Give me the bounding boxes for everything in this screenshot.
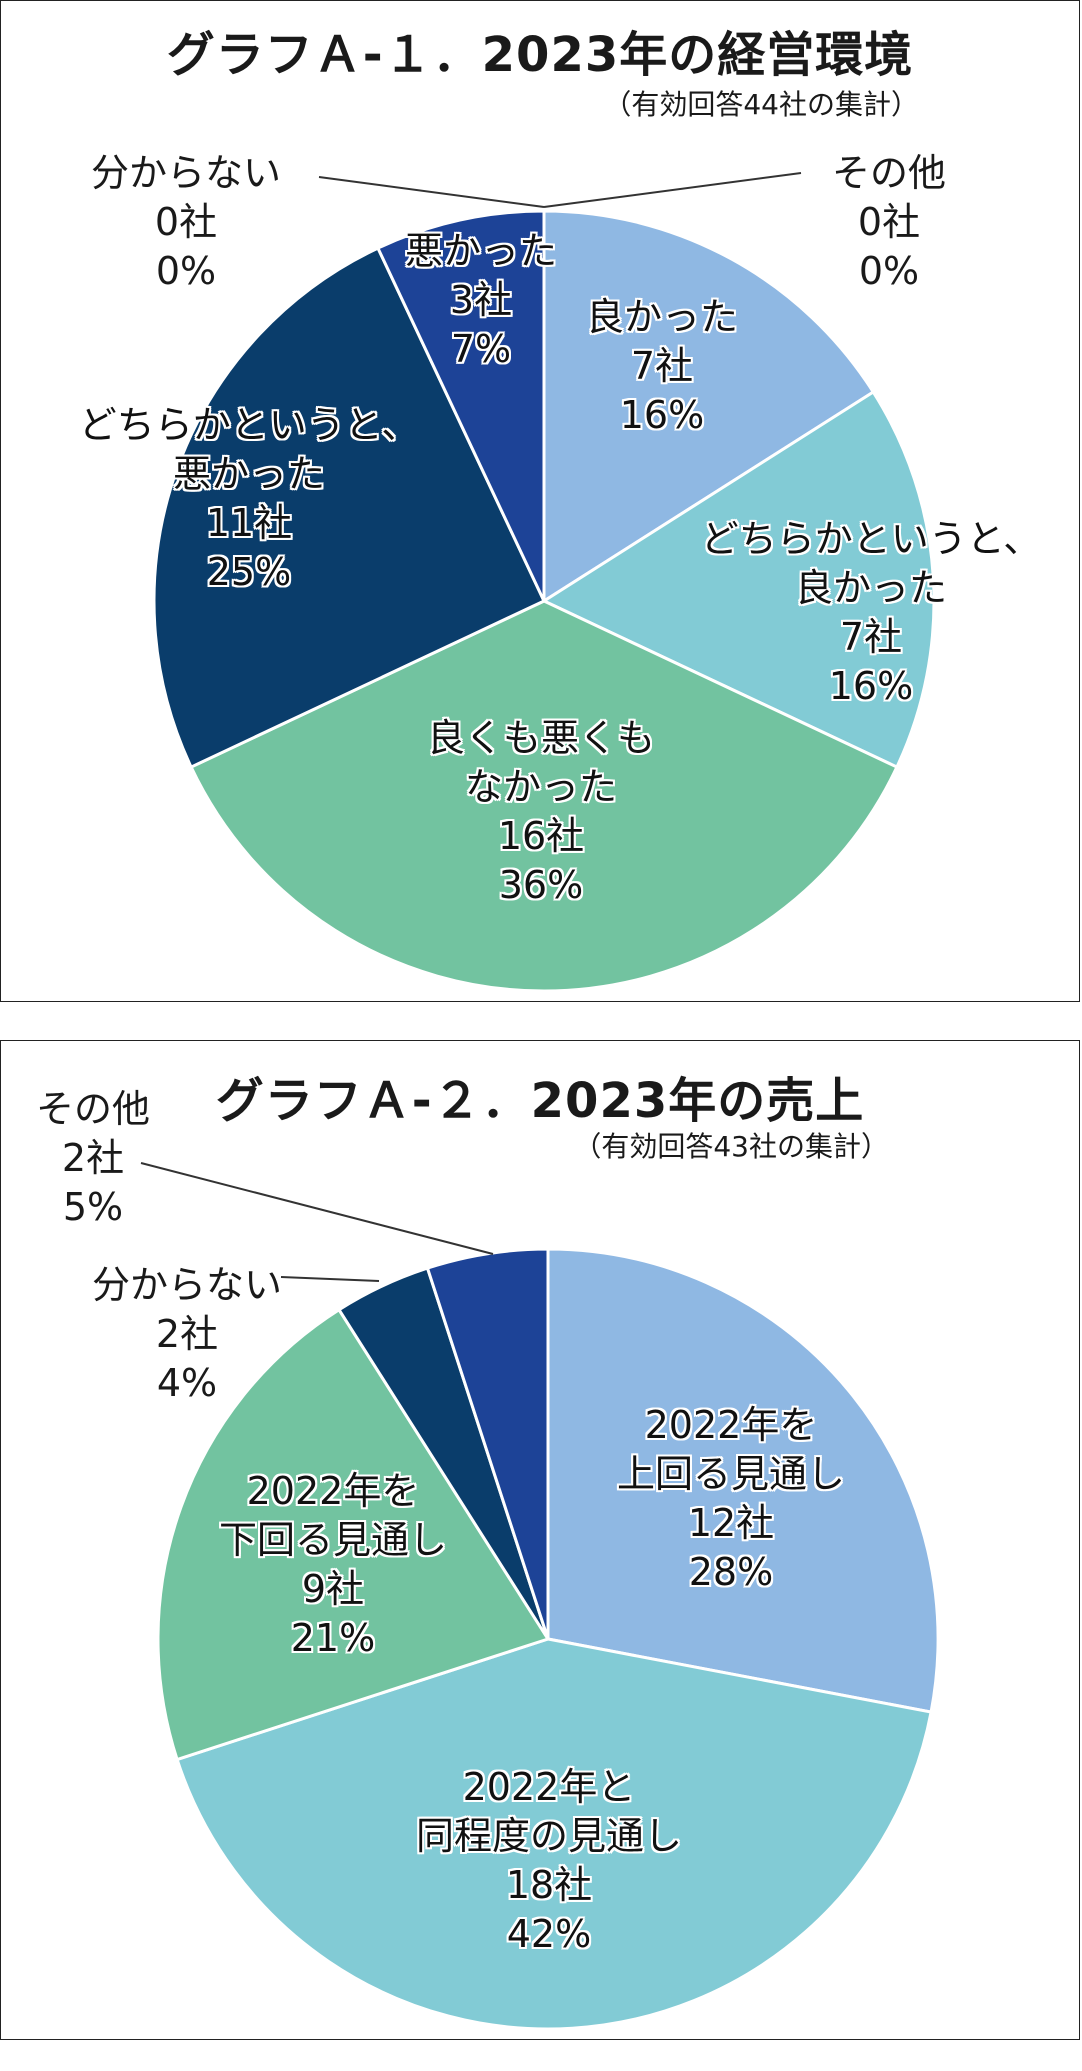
slice-label-4: どちらかというと、 悪かった 11社 25% — [78, 403, 420, 594]
slice-label-1: 良かった 7社 16% — [585, 295, 739, 437]
leader-line-5 — [140, 1162, 494, 1255]
chart-panel-1: グラフＡ‐１．2023年の経営環境 （有効回答44社の集計） 良かった 7社 1… — [0, 0, 1080, 1002]
pie-slice-4 — [152, 246, 546, 770]
slice-label-4: 分からない 2社 4% — [91, 1263, 283, 1405]
pie-slice-2 — [540, 389, 936, 770]
chart-title: グラフＡ‐２．2023年の売上 — [215, 1073, 865, 1129]
slice-label-2: どちらかというと、 良かった 7社 16% — [700, 517, 1042, 708]
pie-slice-1 — [546, 1247, 940, 1714]
slice-label-5: 悪かった 3社 7% — [404, 229, 558, 371]
slice-label-7: その他 0社 0% — [831, 151, 947, 293]
pie-chart-2 — [140, 1162, 940, 2031]
pie-slice-3 — [189, 599, 899, 993]
chart-subtitle: （有効回答44社の集計） — [603, 88, 919, 121]
slice-label-3: 良くも悪くも なかった 16社 36% — [426, 716, 656, 907]
leader-line-7 — [543, 172, 802, 208]
slice-label-1: 2022年を 上回る見通し 12社 28% — [616, 1403, 846, 1594]
chart-subtitle: （有効回答43社の集計） — [573, 1130, 889, 1163]
pie-slice-2 — [175, 1637, 933, 2031]
leader-line-4 — [280, 1276, 380, 1282]
pie-slice-5 — [375, 209, 546, 602]
pie-slice-1 — [542, 209, 876, 604]
slice-label-5: その他 2社 5% — [35, 1087, 151, 1229]
slice-label-2: 2022年と 同程度の見通し 18社 42% — [415, 1765, 683, 1956]
chart-panel-2: グラフＡ‐２．2023年の売上 （有効回答43社の集計） 2022年を 上回る見… — [0, 1040, 1080, 2040]
pie-chart-1 — [152, 172, 936, 993]
pie-slice-3 — [156, 1307, 551, 1762]
slice-label-3: 2022年を 下回る見通し 9社 21% — [218, 1469, 448, 1660]
chart-title: グラフＡ‐１．2023年の経営環境 — [166, 27, 914, 83]
pie-slice-5 — [425, 1247, 550, 1640]
slice-label-6: 分からない 0社 0% — [90, 151, 282, 293]
leader-line-6 — [318, 176, 545, 208]
